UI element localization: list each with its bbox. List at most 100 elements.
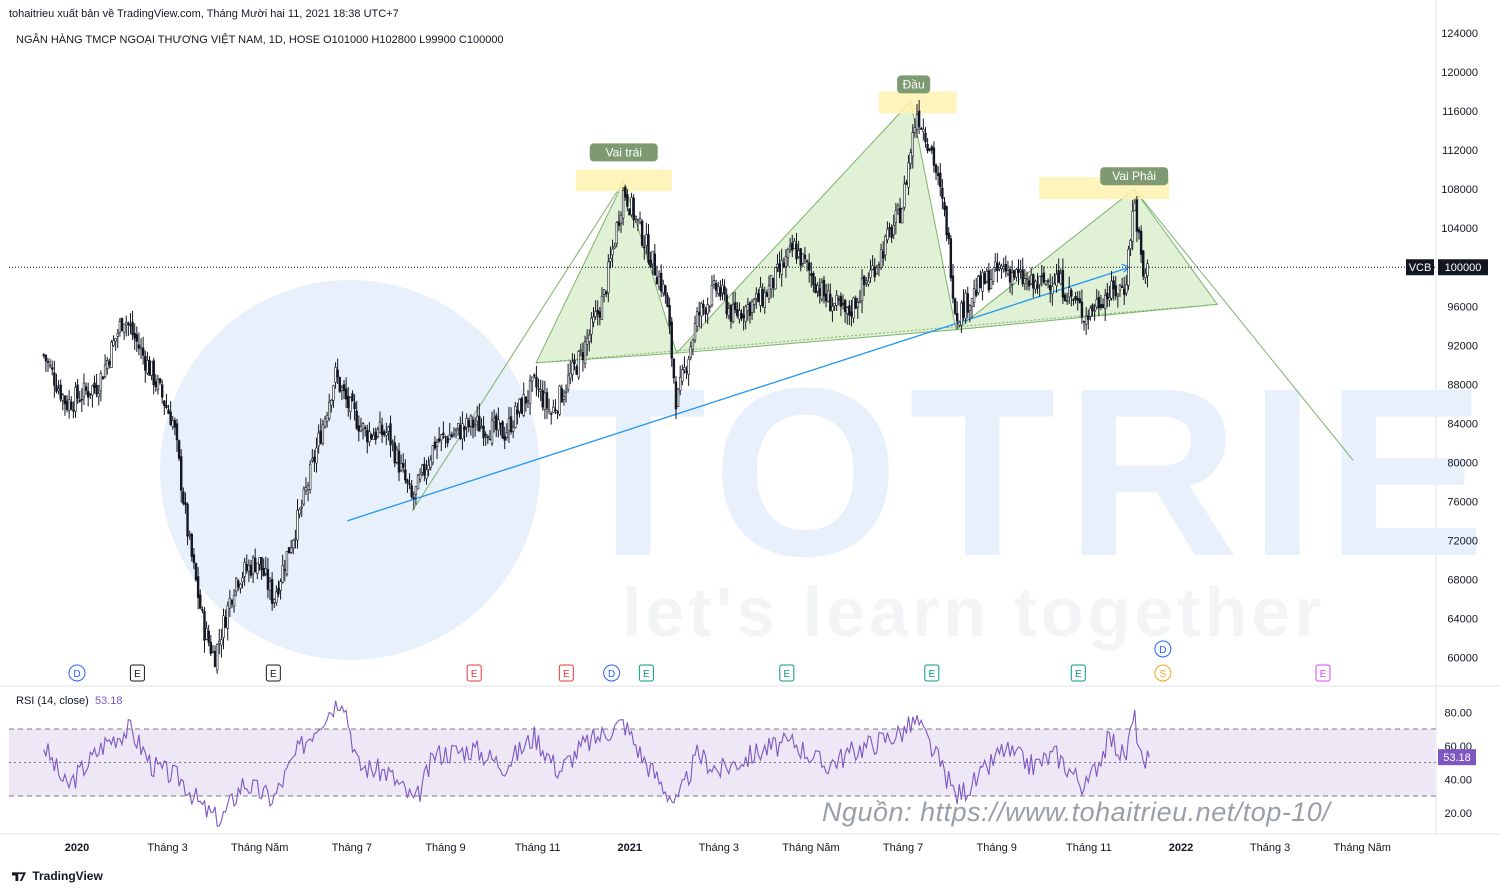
- event-marker-e: [466, 664, 482, 682]
- candle-body: [482, 425, 485, 439]
- candle-body: [791, 242, 794, 251]
- candle-body: [103, 364, 107, 377]
- price-axis-tick: 120000: [1441, 67, 1478, 79]
- candle-body: [99, 373, 103, 392]
- candle-body: [399, 463, 403, 471]
- head-highlight: [878, 91, 957, 114]
- candle-body: [366, 429, 369, 443]
- candle-body: [936, 173, 940, 176]
- head-area: [675, 100, 957, 354]
- candle-body: [511, 426, 515, 432]
- candle-body: [220, 639, 223, 646]
- event-marker-e: [265, 664, 281, 682]
- candle-body: [1146, 263, 1149, 277]
- candle-body: [338, 377, 341, 392]
- candle-body: [199, 594, 202, 609]
- candle-body: [414, 486, 418, 495]
- candle-body: [829, 293, 832, 312]
- candle-body: [769, 275, 773, 290]
- candle-body: [488, 438, 492, 441]
- candle-body: [924, 132, 927, 143]
- candle-body: [129, 324, 132, 327]
- event-marker-d: [1154, 640, 1172, 658]
- candle-body: [347, 395, 350, 408]
- candle-body: [389, 423, 392, 446]
- candle-body: [241, 577, 244, 583]
- candle-body: [247, 564, 251, 572]
- candle-body: [922, 129, 925, 132]
- pattern-left-leg: [411, 181, 625, 512]
- candle-body: [264, 568, 267, 574]
- candle-body: [873, 266, 876, 278]
- candle-body: [1089, 307, 1092, 317]
- candle-body: [949, 238, 953, 279]
- candle-body: [664, 285, 667, 296]
- candle-body: [736, 309, 739, 317]
- candle-body: [801, 253, 805, 264]
- candle-body: [148, 359, 151, 376]
- candle-body: [638, 218, 642, 223]
- candle-body: [1004, 264, 1008, 272]
- candle-body: [1070, 290, 1073, 297]
- candle-body: [915, 114, 919, 130]
- candle-body: [1084, 315, 1088, 325]
- tradingview-logo[interactable]: TradingView: [12, 869, 103, 883]
- candle-body: [321, 424, 325, 444]
- candle-body: [1044, 280, 1048, 285]
- candle-body: [687, 358, 690, 375]
- candle-body: [879, 249, 883, 269]
- candle-body: [846, 307, 849, 314]
- candle-body: [596, 309, 599, 315]
- rsi-value-tag: 53.18: [1443, 752, 1471, 764]
- candle-body: [298, 508, 301, 515]
- candle-body: [890, 227, 893, 238]
- candle-body: [158, 378, 162, 384]
- candle-body: [514, 406, 517, 428]
- candle-body: [533, 374, 536, 377]
- candle-body: [313, 456, 316, 462]
- candle-body: [987, 270, 991, 291]
- candle-body: [793, 241, 796, 249]
- candle-body: [556, 411, 559, 414]
- candle-body: [647, 234, 650, 263]
- candle-body: [387, 426, 390, 432]
- pattern-projection-line: [1133, 188, 1354, 461]
- candle-body: [442, 432, 445, 435]
- candle-body: [108, 361, 111, 366]
- candle-body: [966, 293, 969, 313]
- candle-body: [932, 147, 936, 166]
- candle-body: [678, 377, 682, 391]
- candle-body: [114, 337, 117, 342]
- candle-body: [243, 562, 246, 577]
- candle-body: [831, 306, 834, 312]
- candle-body: [907, 162, 910, 188]
- candle-body: [1093, 310, 1096, 312]
- candle-body: [315, 447, 318, 464]
- candle-body: [888, 227, 891, 230]
- candle-body: [141, 347, 145, 356]
- source-note[interactable]: Nguồn: https://www.tohaitrieu.net/top-10…: [822, 797, 1331, 827]
- candle-body: [230, 599, 234, 605]
- event-marker-d: [603, 664, 621, 682]
- candle-body: [437, 438, 441, 442]
- candle-body: [165, 404, 168, 408]
- candle-body: [1097, 296, 1101, 309]
- candle-body: [788, 244, 792, 247]
- candle-body: [979, 275, 982, 288]
- candle-body: [744, 306, 747, 322]
- candle-body: [169, 411, 172, 426]
- price-axis-tick: 96000: [1447, 301, 1478, 313]
- candle-body: [465, 418, 468, 428]
- candle-body: [251, 557, 255, 575]
- candle-body: [681, 369, 684, 382]
- event-marker-s: [1154, 664, 1172, 682]
- event-marker-letter: S: [1160, 669, 1167, 680]
- candle-body: [683, 367, 686, 371]
- candle-body: [285, 551, 289, 575]
- candle-body: [184, 502, 187, 506]
- candle-body: [742, 314, 745, 319]
- candle-body: [444, 436, 447, 438]
- candle-body: [1112, 280, 1115, 290]
- candle-body: [467, 420, 470, 428]
- candle-body: [518, 398, 521, 412]
